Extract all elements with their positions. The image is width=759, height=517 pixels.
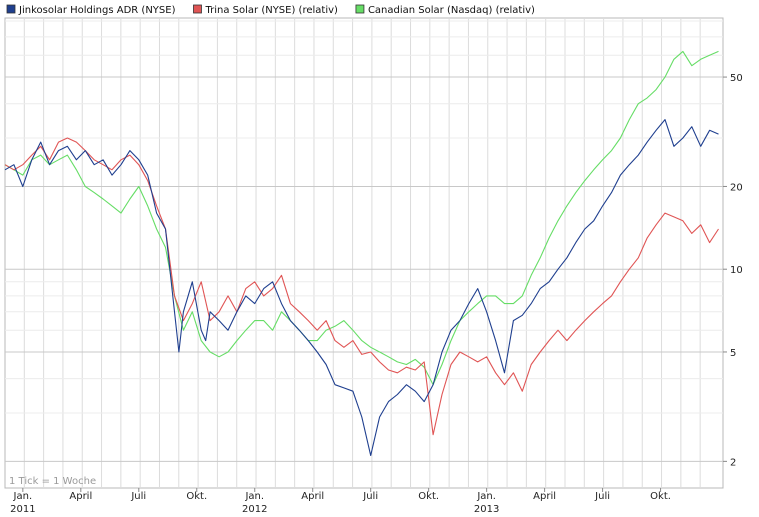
y-tick-label: 5 xyxy=(730,348,736,359)
y-axis: 2 5 10 20 50 xyxy=(723,73,743,468)
grid-lines xyxy=(5,18,723,488)
x-tick-label: Juli xyxy=(594,491,610,502)
series-line-1 xyxy=(4,137,719,436)
y-tick-label: 20 xyxy=(730,182,743,193)
plot-area xyxy=(4,17,724,489)
legend-swatch-0 xyxy=(6,4,16,14)
series-line-2 xyxy=(4,50,719,386)
x-year-label: 2012 xyxy=(242,504,267,515)
x-tick-label: April xyxy=(69,491,92,502)
tick-footnote: 1 Tick = 1 Woche xyxy=(9,476,96,487)
x-tick-label: Okt. xyxy=(186,491,207,502)
series-line-0 xyxy=(4,119,719,457)
x-tick-label: Juli xyxy=(130,491,146,502)
y-tick-label: 10 xyxy=(730,265,743,276)
x-tick-label: Jan. xyxy=(13,491,33,502)
legend-label-2: Canadian Solar (Nasdaq) (relativ) xyxy=(368,5,535,16)
x-tick-label: Jan. xyxy=(244,491,264,502)
x-tick-label: Juli xyxy=(362,491,378,502)
legend-swatch-2 xyxy=(355,4,365,14)
y-tick-label: 2 xyxy=(730,457,736,468)
y-tick-label: 50 xyxy=(730,73,743,84)
x-tick-label: April xyxy=(533,491,556,502)
legend: Jinkosolar Holdings ADR (NYSE) Trina Sola… xyxy=(6,4,535,16)
legend-swatch-1 xyxy=(193,4,202,14)
x-year-label: 2011 xyxy=(10,504,35,515)
x-tick-label: April xyxy=(301,491,324,502)
legend-label-0: Jinkosolar Holdings ADR (NYSE) xyxy=(18,5,176,16)
x-tick-label: Okt. xyxy=(418,491,439,502)
x-tick-label: Jan. xyxy=(476,491,496,502)
x-year-label: 2013 xyxy=(474,504,499,515)
x-axis: Jan. April Juli Okt. Jan. April Juli Okt. Jan. Ap… xyxy=(10,488,671,515)
series-layer xyxy=(4,50,719,457)
legend-label-1: Trina Solar (NYSE) (relativ) xyxy=(204,5,338,16)
x-tick-label: Okt. xyxy=(650,491,671,502)
